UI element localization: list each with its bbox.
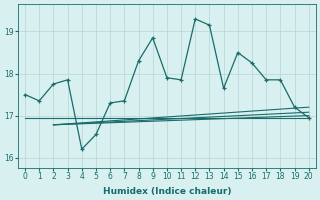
X-axis label: Humidex (Indice chaleur): Humidex (Indice chaleur) — [103, 187, 231, 196]
